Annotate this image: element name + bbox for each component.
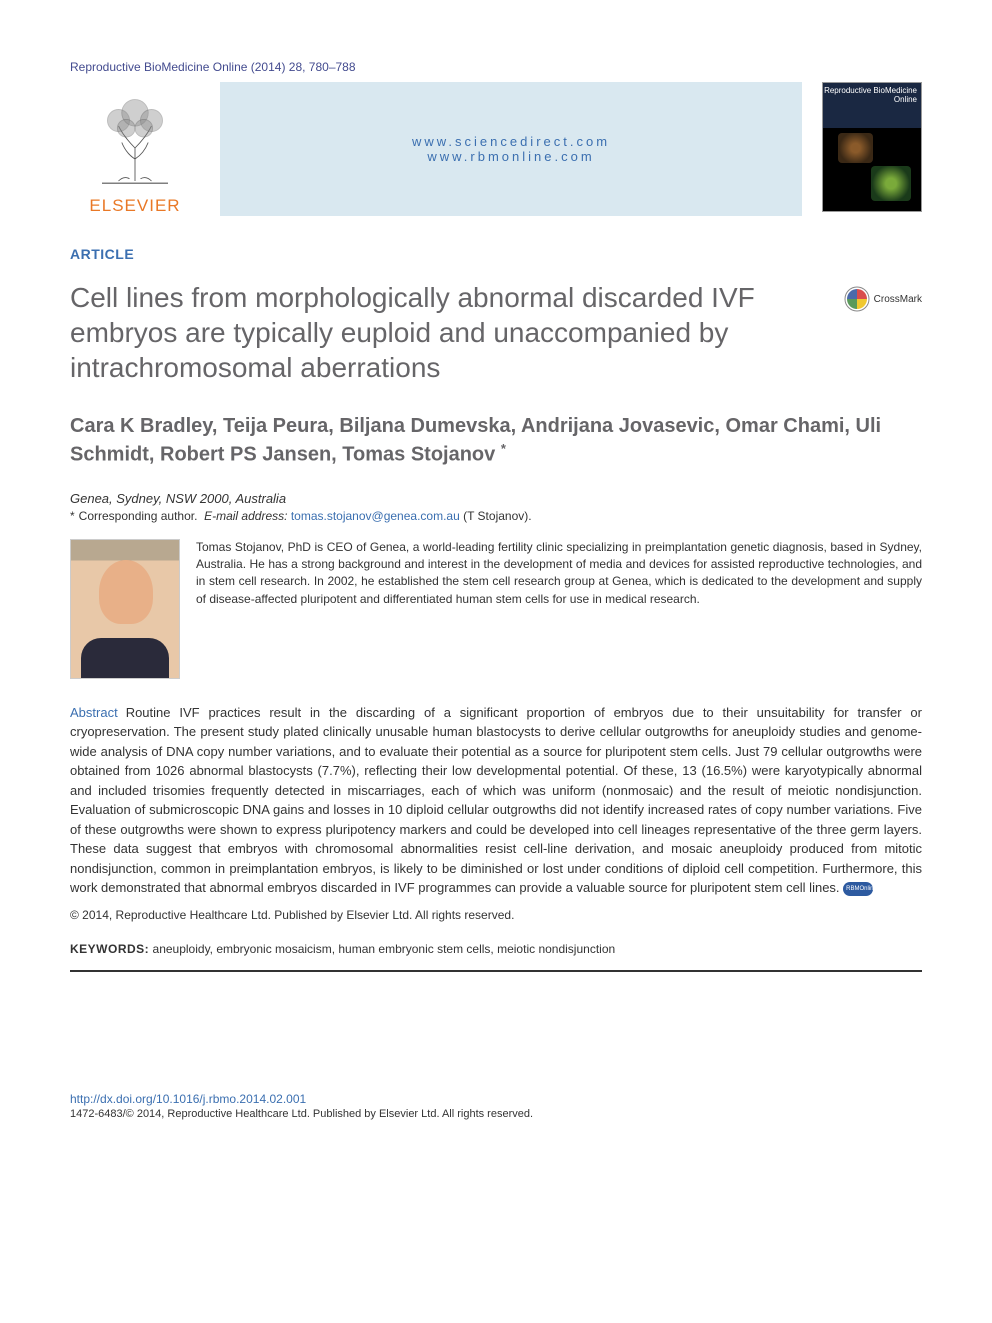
author-photo: [70, 539, 180, 679]
abstract-text: Routine IVF practices result in the disc…: [70, 705, 922, 896]
corresponding-author-line: * Corresponding author. E-mail address: …: [70, 509, 922, 523]
cover-image-1: [838, 133, 873, 163]
corresponding-email-link[interactable]: tomas.stojanov@genea.com.au: [291, 509, 460, 523]
crossmark-icon: [844, 286, 870, 312]
header-section: ELSEVIER www.sciencedirect.com www.rbmon…: [70, 82, 922, 216]
keywords-row: KEYWORDS: aneuploidy, embryonic mosaicis…: [70, 942, 922, 972]
footer-copyright: 1472-6483/© 2014, Reproductive Healthcar…: [70, 1108, 922, 1120]
cover-journal-title: Reproductive BioMedicine Online: [823, 87, 917, 105]
corresponding-name: (T Stojanov).: [463, 509, 531, 523]
authors-text: Cara K Bradley, Teija Peura, Biljana Dum…: [70, 415, 881, 466]
email-label: E-mail address:: [204, 509, 287, 523]
article-type-label: ARTICLE: [70, 246, 922, 262]
author-bio-text: Tomas Stojanov, PhD is CEO of Genea, a w…: [196, 539, 922, 609]
abstract-paragraph: AbstractRoutine IVF practices result in …: [70, 703, 922, 898]
doi-link[interactable]: http://dx.doi.org/10.1016/j.rbmo.2014.02…: [70, 1092, 922, 1106]
rbmonline-link[interactable]: www.rbmonline.com: [427, 149, 594, 164]
sciencedirect-link[interactable]: www.sciencedirect.com: [412, 134, 610, 149]
corresponding-label: Corresponding author.: [79, 509, 198, 523]
article-title: Cell lines from morphologically abnormal…: [70, 280, 824, 385]
abstract-copyright: © 2014, Reproductive Healthcare Ltd. Pub…: [70, 908, 922, 922]
abstract-block: AbstractRoutine IVF practices result in …: [70, 703, 922, 922]
corresponding-star: *: [70, 509, 75, 523]
title-row: Cell lines from morphologically abnormal…: [70, 280, 922, 385]
keywords-label: KEYWORDS:: [70, 942, 149, 956]
author-list: Cara K Bradley, Teija Peura, Biljana Dum…: [70, 413, 922, 469]
abstract-label: Abstract: [70, 705, 118, 720]
crossmark-badge[interactable]: CrossMark: [844, 286, 922, 312]
journal-cover-thumbnail: Reproductive BioMedicine Online: [822, 82, 922, 212]
corresponding-marker: *: [501, 441, 506, 456]
affiliation: Genea, Sydney, NSW 2000, Australia: [70, 491, 922, 506]
journal-links-box: www.sciencedirect.com www.rbmonline.com: [220, 82, 802, 216]
crossmark-label: CrossMark: [874, 294, 922, 305]
elsevier-wordmark: ELSEVIER: [89, 196, 180, 216]
journal-reference: Reproductive BioMedicine Online (2014) 2…: [70, 60, 922, 74]
rbmonline-badge-icon: [843, 882, 873, 896]
author-bio-row: Tomas Stojanov, PhD is CEO of Genea, a w…: [70, 539, 922, 679]
publisher-logo-block: ELSEVIER: [70, 82, 200, 216]
elsevier-tree-icon: [80, 82, 190, 192]
keywords-list: aneuploidy, embryonic mosaicism, human e…: [153, 942, 616, 956]
cover-image-2: [871, 166, 911, 201]
